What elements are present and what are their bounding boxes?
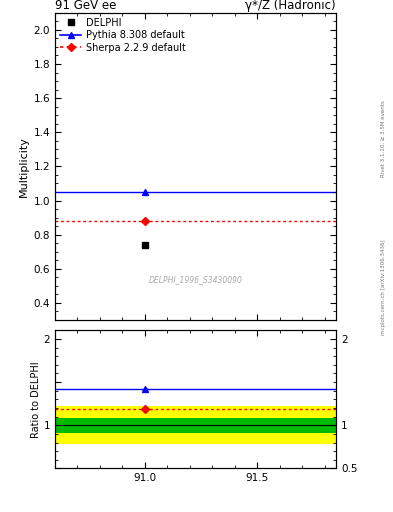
Legend: DELPHI, Pythia 8.308 default, Sherpa 2.2.9 default: DELPHI, Pythia 8.308 default, Sherpa 2.2…	[58, 16, 188, 54]
Bar	[55, 417, 336, 433]
Text: Rivet 3.1.10, ≥ 3.5M events: Rivet 3.1.10, ≥ 3.5M events	[381, 100, 386, 177]
Bar	[55, 407, 336, 444]
Y-axis label: Ratio to DELPHI: Ratio to DELPHI	[31, 361, 41, 438]
Text: γ*/Z (Hadronic): γ*/Z (Hadronic)	[245, 0, 336, 12]
Y-axis label: Multiplicity: Multiplicity	[19, 136, 29, 197]
Text: mcplots.cern.ch [arXiv:1306.3436]: mcplots.cern.ch [arXiv:1306.3436]	[381, 239, 386, 334]
Text: 91 GeV ee: 91 GeV ee	[55, 0, 116, 12]
Text: DELPHI_1996_S3430090: DELPHI_1996_S3430090	[149, 275, 242, 285]
